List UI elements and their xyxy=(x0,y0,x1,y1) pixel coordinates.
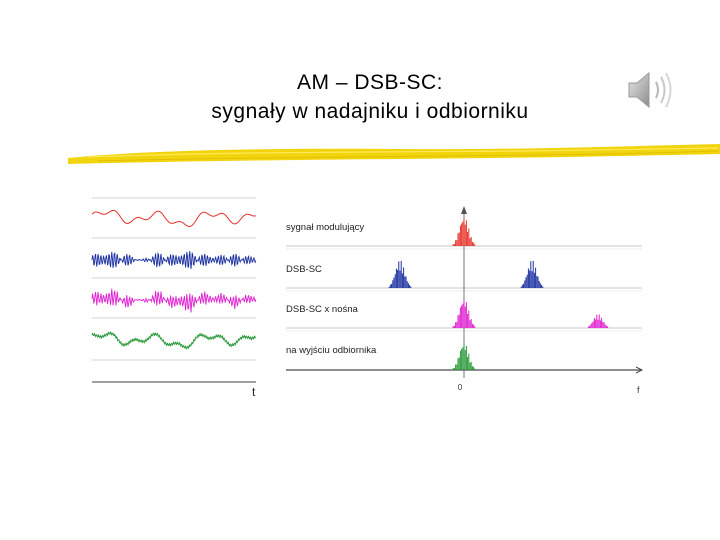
freq-axis-arrow xyxy=(635,366,644,374)
spectrum-dsb-upper xyxy=(520,260,544,288)
spectrum-dsb-lower xyxy=(388,260,412,288)
row-label-3: DSB-SC x nośna xyxy=(286,304,359,315)
time-signal-trace-4 xyxy=(91,330,257,351)
slide-title: AM – DSB-SC: sygnały w nadajniku i odbio… xyxy=(100,68,640,126)
spectrum-receiver-output xyxy=(452,343,476,370)
time-signal-trace-2 xyxy=(91,251,257,270)
row-label-4: na wyjściu odbiornika xyxy=(286,345,377,356)
slide-title-line-2: sygnały w nadajniku i odbiorniku xyxy=(211,100,529,123)
row-label-2: DSB-SC xyxy=(286,264,322,275)
time-signal-trace-1 xyxy=(91,209,256,227)
time-axis-label: t xyxy=(252,385,256,399)
speaker-sound-icon[interactable] xyxy=(625,68,675,112)
spectrum-mixed-double-carrier xyxy=(587,314,609,328)
freq-axis-label: f xyxy=(637,385,640,395)
spectrum-baseband-message xyxy=(452,218,476,246)
freq-zero-axis-arrow xyxy=(461,206,467,214)
freq-zero-label: 0 xyxy=(458,383,463,392)
row-label-1: sygnał modulujący xyxy=(286,222,364,233)
time-domain-panel xyxy=(91,197,257,383)
frequency-domain-panel xyxy=(286,206,644,378)
slide-title-line-1: AM – DSB-SC: xyxy=(296,71,444,94)
time-signal-trace-3 xyxy=(91,288,257,313)
spectrum-mixed-baseband xyxy=(452,300,476,328)
signal-spectrum-figure: t 0 f sygnał modulujący DSB-SC DSB-SC x … xyxy=(91,197,644,399)
title-underline-brushstroke xyxy=(68,144,720,164)
